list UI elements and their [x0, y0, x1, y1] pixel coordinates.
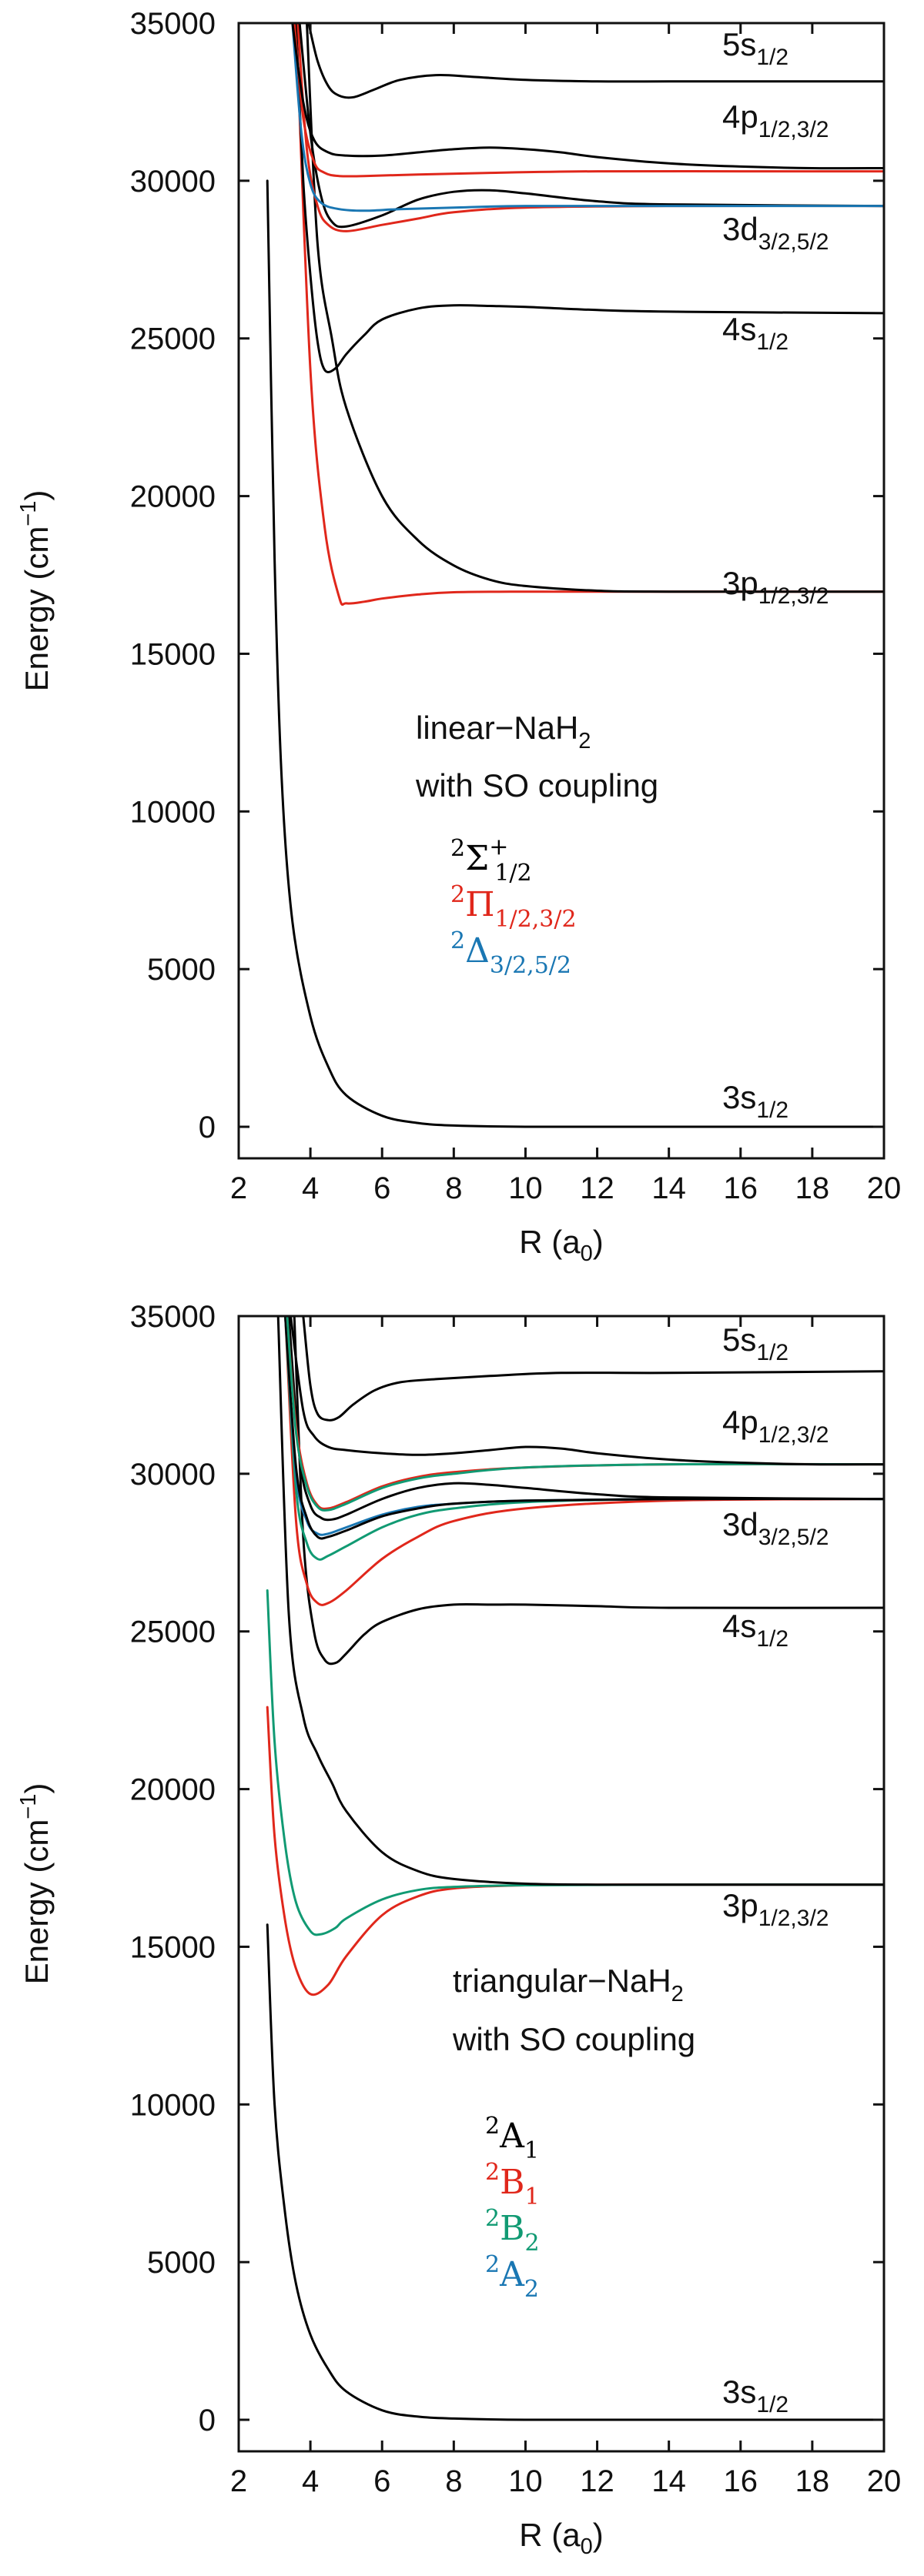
y-axis-title: Energy (cm−1) — [16, 1783, 55, 1985]
series-curve-9 — [287, 1316, 884, 1522]
x-tick-label: 12 — [580, 1171, 614, 1205]
asymptote-label: 4s1/2 — [722, 311, 788, 355]
series-curve-10 — [286, 1316, 884, 1510]
system-annotation: triangular−NaH2 — [453, 1963, 684, 2006]
series-curve-3 — [276, 1316, 884, 1886]
asymptote-label: 3s1/2 — [722, 1079, 788, 1123]
series-curve-5 — [284, 1316, 884, 1606]
panel-triangular: 2 4 6 8 10 12 14 16 18 20 0 5000 10000 15000 20000 2500… — [16, 1300, 901, 2559]
x-tick-label: 18 — [795, 2464, 830, 2498]
y-tick-label: 5000 — [147, 2246, 216, 2280]
legend-entry: 2Π1/2,3/2 — [450, 881, 577, 933]
asymptote-label: 4s1/2 — [722, 1608, 788, 1652]
legend-entry: 2B2 — [485, 2205, 540, 2257]
x-tick-label: 14 — [651, 1171, 686, 1205]
x-tick-label: 8 — [445, 2464, 462, 2498]
asymptote-label: 3d3/2,5/2 — [722, 211, 829, 255]
series-curve-4 — [293, 1316, 884, 1666]
x-tick-label: 20 — [867, 2464, 902, 2498]
coupling-annotation: with SO coupling — [415, 767, 658, 804]
x-tick-label: 20 — [867, 1171, 902, 1205]
y-tick-label: 25000 — [130, 1615, 216, 1649]
series-curve-2 — [306, 23, 884, 593]
y-tick-label: 30000 — [130, 165, 216, 199]
y-tick-label: 5000 — [147, 953, 216, 987]
y-tick-label: 10000 — [130, 795, 216, 829]
x-tick-label: 4 — [302, 1171, 319, 1205]
x-tick-label: 10 — [508, 2464, 543, 2498]
series-curve-9 — [307, 23, 884, 99]
legend-entry: 2A2 — [485, 2251, 539, 2303]
y-tick-label: 20000 — [130, 480, 216, 514]
series-curve-1 — [266, 1706, 884, 1996]
y-tick-label: 15000 — [130, 1930, 216, 1964]
series-curve-12 — [290, 1316, 884, 1466]
asymptote-label: 3p1/2,3/2 — [722, 565, 829, 609]
series-curve-11 — [286, 1316, 884, 1512]
coupling-annotation: with SO coupling — [452, 2021, 695, 2057]
series-curve-8 — [291, 23, 884, 170]
series-curve-3 — [295, 23, 884, 373]
series-curve-5 — [298, 23, 884, 229]
x-tick-label: 8 — [445, 1171, 462, 1205]
x-tick-label: 2 — [230, 1171, 247, 1205]
asymptote-label: 3s1/2 — [722, 2374, 788, 2417]
x-axis-title: R (a0) — [519, 2517, 604, 2559]
x-tick-label: 10 — [508, 1171, 543, 1205]
curve-group — [266, 23, 884, 1128]
x-tick-label: 4 — [302, 2464, 319, 2498]
x-tick-label: 14 — [651, 2464, 686, 2498]
asymptote-label: 5s1/2 — [722, 1321, 788, 1365]
series-curve-0 — [266, 1923, 884, 2421]
series-curve-13 — [302, 1316, 884, 1422]
series-curve-1 — [295, 23, 884, 606]
y-tick-label: 0 — [199, 2404, 216, 2437]
series-curve-8 — [284, 1316, 884, 1540]
asymptote-label: 3d3/2,5/2 — [722, 1506, 829, 1550]
series-curve-7 — [293, 23, 884, 178]
y-tick-label: 25000 — [130, 322, 216, 356]
system-annotation: linear−NaH2 — [416, 710, 591, 753]
asymptote-label: 3p1/2,3/2 — [722, 1887, 829, 1931]
x-tick-label: 2 — [230, 2464, 247, 2498]
x-tick-label: 6 — [373, 2464, 390, 2498]
y-tick-label: 35000 — [130, 7, 216, 41]
legend-entry: 2B1 — [485, 2159, 540, 2210]
plot-frame — [237, 1315, 886, 2453]
asymptote-label: 4p1/2,3/2 — [722, 1404, 829, 1448]
asymptote-label: 5s1/2 — [722, 26, 788, 70]
x-axis-title: R (a0) — [519, 1224, 604, 1266]
y-tick-label: 15000 — [130, 637, 216, 671]
series-curve-6 — [291, 23, 884, 212]
x-tick-label: 16 — [724, 2464, 758, 2498]
y-tick-label: 0 — [199, 1111, 216, 1144]
x-tick-label: 12 — [580, 2464, 614, 2498]
curve-group — [266, 1316, 884, 2421]
x-tick-label: 18 — [795, 1171, 830, 1205]
x-tick-label: 6 — [373, 1171, 390, 1205]
legend-entry: 2Σ+ 1/2 — [450, 834, 532, 887]
legend-entry: 2Δ3/2,5/2 — [450, 927, 571, 979]
asymptote-label: 4p1/2,3/2 — [722, 99, 829, 142]
series-curve-0 — [266, 179, 884, 1128]
y-tick-label: 20000 — [130, 1773, 216, 1807]
series-curve-2 — [266, 1589, 884, 1936]
y-tick-label: 35000 — [130, 1300, 216, 1334]
plot-frame — [237, 22, 886, 1160]
x-tick-label: 16 — [724, 1171, 758, 1205]
y-axis-title: Energy (cm−1) — [16, 490, 55, 692]
panel-linear: 2 4 6 8 10 12 14 16 18 20 0 5000 10000 15000 20000 2500… — [16, 7, 901, 1266]
y-tick-label: 30000 — [130, 1458, 216, 1492]
legend-entry: 2A1 — [485, 2113, 539, 2164]
y-tick-label: 10000 — [130, 2088, 216, 2122]
